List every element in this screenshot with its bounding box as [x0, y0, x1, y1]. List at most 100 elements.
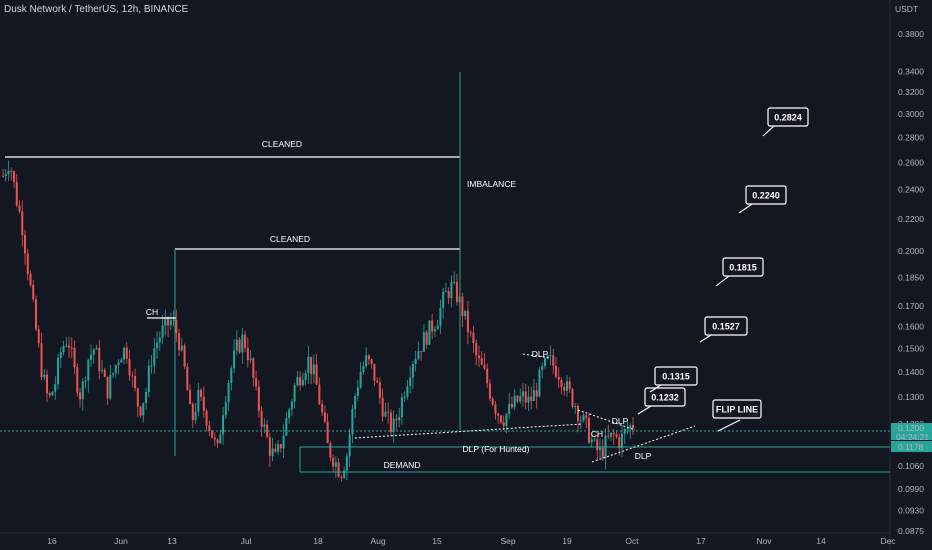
price-tick: 0.0990	[898, 484, 924, 494]
candle-body	[425, 332, 428, 345]
price-tick: 0.1300	[898, 392, 924, 402]
target-pointer	[715, 275, 730, 287]
price-tick: 0.1600	[898, 322, 924, 332]
candle-body	[161, 325, 164, 338]
candle-body	[70, 347, 73, 349]
candle-body	[301, 380, 304, 386]
candle-body	[112, 373, 115, 375]
target-pointer	[699, 334, 712, 343]
candle-body	[513, 395, 516, 408]
price-tick: 0.1500	[898, 344, 924, 354]
time-tick: 18	[313, 536, 323, 546]
candle-body	[246, 348, 249, 361]
candle-body	[87, 359, 90, 381]
level-price-tag	[891, 441, 932, 452]
candle-body	[486, 368, 489, 384]
candle-body	[18, 205, 21, 212]
candle-body	[510, 403, 513, 408]
candle-body	[414, 359, 417, 364]
candle-body	[299, 376, 302, 386]
level-price-value: 0.1178	[898, 442, 924, 452]
candle-body	[167, 317, 170, 326]
candle-body	[62, 346, 65, 353]
candle-body	[381, 397, 384, 417]
candle-body	[186, 366, 189, 391]
candle-body	[68, 345, 71, 348]
time-axis: 16 Jun 13 Jul 18 Aug 15 Sep 19 Oct 17 Nov 14 Dec	[47, 536, 896, 546]
candle-body	[447, 291, 450, 299]
candle-body	[233, 350, 236, 369]
candle-body	[488, 383, 491, 399]
candle-body	[13, 171, 16, 182]
price-tick: 0.1700	[898, 301, 924, 311]
candle-body	[461, 296, 464, 317]
price-tick: 0.3800	[898, 29, 924, 39]
dlp-label-right: DLP	[612, 416, 629, 426]
candle-body	[332, 457, 335, 467]
time-tick: Sep	[500, 536, 515, 546]
dlp-trend-line	[354, 423, 583, 439]
candle-body	[213, 437, 216, 440]
target-0.1315: 0.1315	[662, 372, 690, 382]
candle-body	[263, 424, 266, 427]
candle-body	[54, 384, 57, 392]
candle-body	[362, 366, 365, 372]
candle-body	[230, 368, 233, 383]
target-0.2240: 0.2240	[752, 191, 780, 201]
candle-body	[376, 380, 379, 383]
candle-body	[145, 392, 148, 404]
candle-body	[43, 374, 46, 378]
candle-body	[205, 410, 208, 426]
candle-body	[477, 355, 480, 359]
candle-body	[310, 356, 313, 375]
target-0.1527-box	[704, 316, 748, 336]
candle-body	[546, 355, 549, 359]
candle-body	[98, 347, 101, 371]
time-tick: Aug	[370, 536, 385, 546]
candle-body	[527, 396, 530, 403]
flip-line-label-box	[712, 399, 762, 419]
candle-body	[183, 345, 186, 367]
candle-body	[552, 355, 555, 366]
price-tick: 0.2600	[898, 157, 924, 167]
candle-body	[519, 396, 522, 402]
time-tick: 16	[47, 536, 57, 546]
candle-body	[387, 411, 390, 413]
candle-body	[433, 329, 436, 332]
candle-body	[565, 381, 568, 391]
candle-body	[378, 382, 381, 398]
candle-countdown: 04:24:21	[896, 432, 929, 442]
candle-body	[32, 285, 35, 300]
time-tick: 13	[167, 536, 177, 546]
candle-body	[79, 392, 82, 400]
current-price-value: 0.1200	[898, 423, 924, 433]
candle-body	[420, 351, 423, 353]
target-0.2240-box	[745, 185, 787, 205]
candle-body	[15, 181, 18, 206]
candle-body	[453, 281, 456, 283]
candle-body	[403, 396, 406, 398]
candle-body	[288, 409, 291, 419]
candle-body	[238, 339, 241, 353]
candle-body	[436, 325, 439, 330]
candle-body	[323, 412, 326, 422]
candle-body	[59, 352, 62, 358]
candle-body	[609, 432, 612, 437]
price-tick: 0.1060	[898, 461, 924, 471]
candle-body	[618, 436, 621, 449]
candle-body	[257, 386, 260, 411]
target-pointer	[762, 125, 775, 137]
dlp-hunted-label: DLP (For Hunted)	[463, 444, 530, 454]
time-tick: 14	[816, 536, 826, 546]
target-0.1232-box	[644, 387, 686, 407]
target-0.2824-box	[767, 107, 809, 127]
candle-body	[312, 364, 315, 375]
candle-body	[439, 307, 442, 326]
dlp-label-bottom: DLP	[635, 451, 652, 461]
candle-body	[150, 365, 153, 367]
candle-body	[178, 333, 181, 351]
candle-body	[464, 310, 467, 317]
candle-body	[535, 390, 538, 397]
